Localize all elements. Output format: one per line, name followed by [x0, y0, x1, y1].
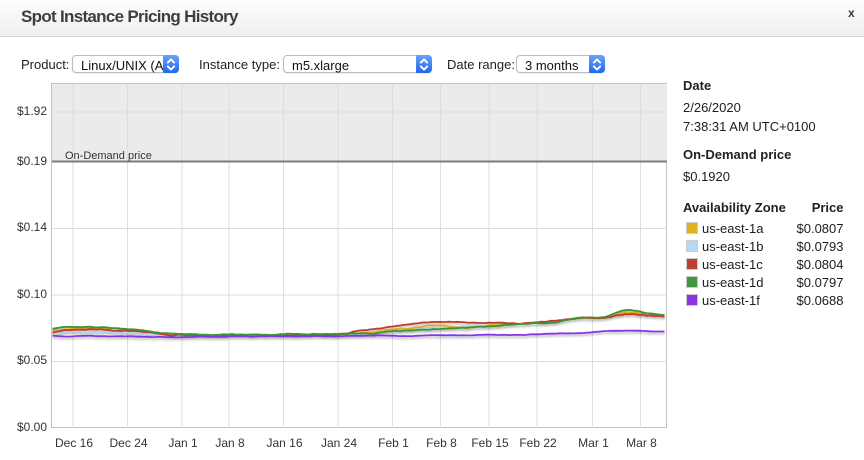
svg-text:On-Demand price: On-Demand price	[65, 150, 152, 162]
